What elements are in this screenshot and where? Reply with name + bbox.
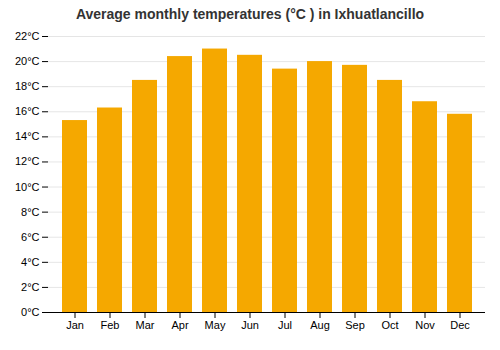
svg-text:0°C: 0°C — [21, 306, 40, 318]
svg-text:Jun: Jun — [241, 319, 259, 331]
svg-text:Apr: Apr — [171, 319, 188, 331]
svg-text:Oct: Oct — [381, 319, 398, 331]
svg-text:10°C: 10°C — [15, 181, 40, 193]
svg-text:22°C: 22°C — [15, 30, 40, 42]
svg-text:Sep: Sep — [345, 319, 365, 331]
svg-text:4°C: 4°C — [21, 256, 40, 268]
svg-text:May: May — [205, 319, 226, 331]
svg-text:2°C: 2°C — [21, 281, 40, 293]
svg-text:Jul: Jul — [278, 319, 292, 331]
svg-text:Feb: Feb — [101, 319, 120, 331]
svg-text:Mar: Mar — [136, 319, 155, 331]
svg-text:Aug: Aug — [310, 319, 330, 331]
svg-text:20°C: 20°C — [15, 55, 40, 67]
svg-text:16°C: 16°C — [15, 105, 40, 117]
svg-text:18°C: 18°C — [15, 80, 40, 92]
html-text:Average monthly temperatures (: Average monthly temperatures (°C ) in Ix… — [75, 6, 425, 22]
svg-text:6°C: 6°C — [21, 231, 40, 243]
svg-text:Dec: Dec — [450, 319, 470, 331]
svg-text:12°C: 12°C — [15, 155, 40, 167]
svg-text:14°C: 14°C — [15, 130, 40, 142]
svg-text:Nov: Nov — [415, 319, 435, 331]
svg-text:Jan: Jan — [66, 319, 84, 331]
svg-text:8°C: 8°C — [21, 206, 40, 218]
